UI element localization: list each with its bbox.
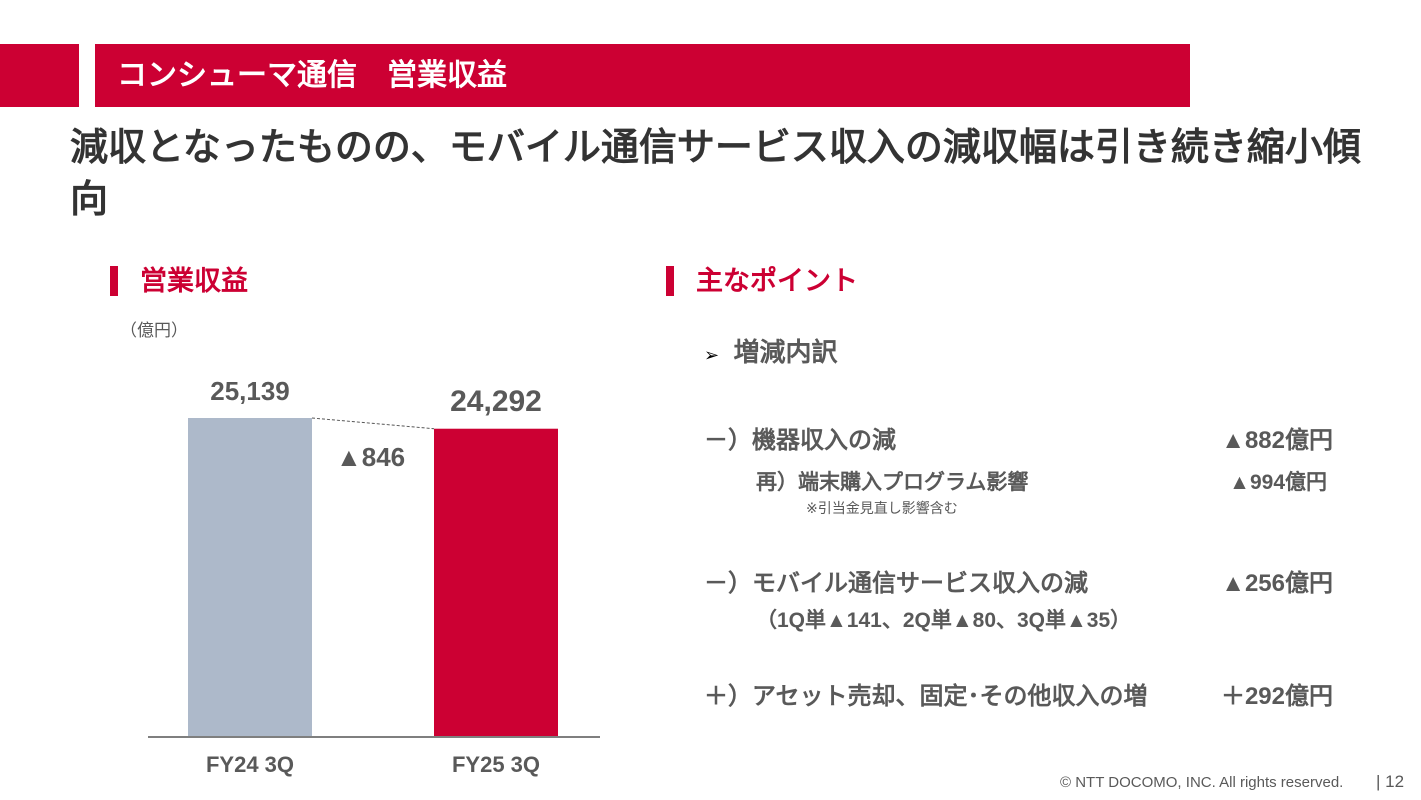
item-program: 再）端末購入プログラム影響	[756, 471, 1029, 494]
copyright: © NTT DOCOMO, INC. All rights reserved.	[1060, 774, 1344, 791]
bar-chart	[148, 417, 600, 738]
x-tick-label: FY25 3Q	[451, 752, 541, 777]
item-value: ▲882億円	[1221, 427, 1333, 454]
bar-fy25-3q	[434, 428, 558, 736]
item-quarterly: （1Q単▲141、2Q単▲80、3Q単▲35）	[756, 609, 1132, 632]
points-section-title: 主なポイント	[666, 264, 858, 298]
x-tick-label: FY24 3Q	[205, 752, 295, 777]
item-value: ▲256億円	[1221, 570, 1333, 597]
slide-title: コンシューマ通信 営業収益	[95, 44, 1190, 107]
arrow-bullet-icon: ➢	[704, 345, 720, 365]
bar-fy24-3q	[188, 418, 312, 736]
item-device: －）機器収入の減	[704, 427, 896, 454]
chart-section-title: 営業収益	[110, 264, 248, 298]
item-value: ▲994億円	[1229, 471, 1327, 494]
header-accent	[0, 44, 79, 107]
connector-line	[311, 417, 435, 430]
item-asset: ＋）アセット売却、固定･その他収入の増	[704, 683, 1148, 710]
value-label: 25,139	[210, 376, 290, 406]
unit-label: （億円）	[120, 321, 188, 340]
item-mobile: －）モバイル通信サービス収入の減	[704, 570, 1088, 597]
page-number: | 12	[1376, 772, 1405, 791]
bullet-heading: ➢ 増減内訳	[704, 337, 838, 367]
item-note: ※引当金見直し影響含む	[806, 500, 958, 516]
item-value: ＋292億円	[1220, 683, 1333, 710]
headline: 減収となったものの、モバイル通信サービス収入の減収幅は引き続き縮小傾向	[70, 127, 1361, 221]
value-label: 24,292	[450, 384, 542, 418]
difference-label: ▲846	[336, 442, 406, 472]
